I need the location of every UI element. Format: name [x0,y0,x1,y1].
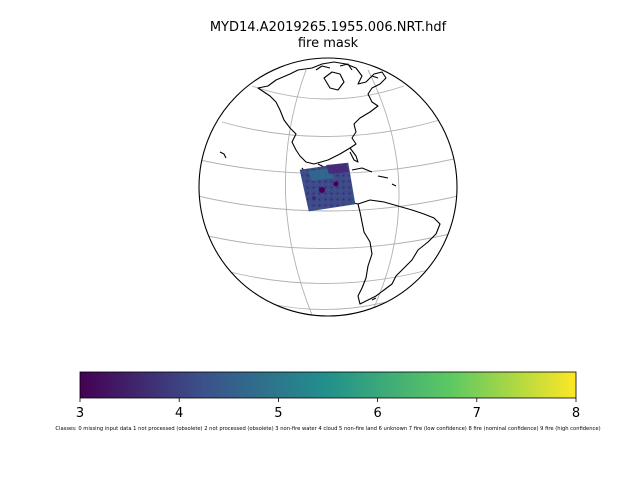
graticule-parallel [221,119,441,137]
coastline-arctic-islands [315,63,379,79]
coastline-south-america [357,199,441,305]
coastline-florida [349,147,359,163]
colorbar-caption: Classes: 0 missing input data 1 not proc… [55,426,600,432]
swath-cloud-band [308,168,334,181]
swath-water-spot [312,196,316,200]
colorbar-frame [79,371,577,399]
coastline-hawaii [219,151,227,159]
graticule-meridian [367,69,400,313]
graticule-parallel [207,233,451,249]
graticule-meridian [284,69,313,316]
colorbar-ticks: 3 4 5 6 7 8 [76,398,580,421]
swath-water-spot [319,187,325,193]
fire-mask-swath [299,162,356,212]
globe [198,57,458,317]
plot-title: MYD14.A2019265.1955.006.NRT.hdf [209,20,447,35]
globe-outline [198,57,458,317]
colorbar-tick-label: 5 [274,406,282,421]
graticule-parallel [229,269,429,284]
plot-subtitle: fire mask [297,36,359,51]
colorbar: 3 4 5 6 7 8 Classes: 0 missing input data 1 n… [55,371,601,432]
colorbar-tick-label: 4 [175,406,183,421]
colorbar-tick-label: 6 [373,406,381,421]
colorbar-gradient [80,372,576,398]
swath-water-spot [333,181,339,187]
colorbar-tick-label: 3 [76,406,84,421]
coastline-north-america [257,61,387,165]
graticule-parallel [199,195,457,212]
coastline-falklands [371,297,377,301]
colorbar-tick-label: 7 [473,406,481,421]
coastline-caribbean [351,167,397,187]
coastline-hudson-bay [323,71,345,91]
swath-water-patch [326,163,349,174]
graticule-parallel [251,85,405,100]
colorbar-tick-label: 8 [572,406,580,421]
